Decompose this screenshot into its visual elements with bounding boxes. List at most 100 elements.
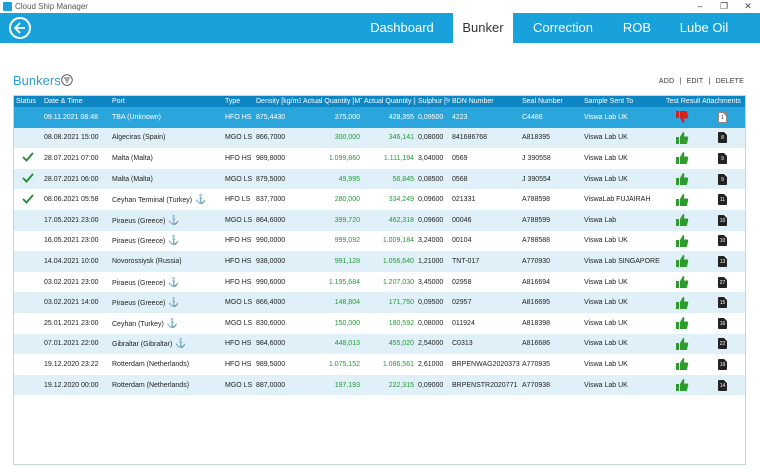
- bdn-cell: 0569: [452, 154, 468, 162]
- date-cell: 03.02.2021 23:00: [44, 278, 99, 286]
- tab-lube-oil[interactable]: Lube Oil: [679, 20, 729, 35]
- seal-cell: A788588: [522, 237, 551, 245]
- qty-mt-cell: 1.075,152: [328, 360, 360, 368]
- column-header[interactable]: Date & Time: [44, 98, 83, 105]
- tab-rob[interactable]: ROB: [622, 20, 652, 35]
- sample-cell: Viswa Lab UK: [584, 113, 628, 121]
- filter-icon[interactable]: [61, 74, 73, 86]
- minimize-icon[interactable]: –: [697, 1, 703, 11]
- density-cell: 866,4000: [256, 299, 286, 307]
- table-row[interactable]: 03.02.2021 23:00 Piraeus (Greece) ⚓ HFO HS 9…: [14, 271, 745, 293]
- thumbs-up-icon[interactable]: [675, 254, 689, 268]
- bdn-cell: 011924: [452, 319, 475, 327]
- thumbs-up-icon[interactable]: [675, 357, 689, 371]
- qty-m3-cell: 171,750: [388, 299, 414, 307]
- thumbs-up-icon[interactable]: [675, 151, 689, 165]
- table-row[interactable]: 07.01.2021 22:00 Gibraltar (Gibraltar) ⚓ HF…: [14, 333, 745, 355]
- document-icon[interactable]: 13: [718, 255, 727, 267]
- table-row[interactable]: 14.04.2021 10:00 Novorossiysk (Russia) HFO…: [14, 251, 745, 272]
- thumbs-up-icon[interactable]: [675, 337, 689, 351]
- table-row[interactable]: 28.07.2021 07:00 Malta (Malta) HFO HS 989,8…: [14, 148, 745, 169]
- thumbs-up-icon[interactable]: [675, 193, 689, 207]
- status-cell: [14, 251, 42, 272]
- add-button[interactable]: ADD: [658, 78, 675, 85]
- table-row[interactable]: 19.12.2020 23:22 Rotterdam (Netherlands) H…: [14, 354, 745, 375]
- column-header[interactable]: Sample Sent To: [584, 98, 634, 105]
- document-icon[interactable]: 27: [718, 276, 727, 288]
- document-icon[interactable]: 16: [718, 317, 727, 329]
- type-cell: HFO HS: [225, 154, 252, 162]
- table-row[interactable]: 09.11.2021 08:48 TBA (Unknown) HFO HS 875,4…: [14, 107, 745, 128]
- table-row[interactable]: 17.05.2021 23:00 Piraeus (Greece) ⚓ MGO LS 8…: [14, 209, 745, 231]
- qty-mt-cell: 280,000: [334, 196, 360, 204]
- date-cell: 03.02.2021 14:00: [44, 299, 99, 307]
- table-row[interactable]: 08.08.2021 15:00 Algeciras (Spain) MGO LS 8…: [14, 127, 745, 149]
- column-header[interactable]: Sulphur [%]: [418, 98, 450, 105]
- table-row[interactable]: 16.05.2021 23:00 Piraeus (Greece) ⚓ HFO HS 9…: [14, 230, 745, 252]
- thumbs-up-icon[interactable]: [675, 131, 689, 145]
- type-cell: HFO HS: [225, 340, 252, 348]
- thumbs-up-icon[interactable]: [675, 213, 689, 227]
- edit-button[interactable]: EDIT: [686, 78, 704, 85]
- column-header[interactable]: BDN Number: [452, 98, 494, 105]
- anchor-icon: ⚓: [175, 338, 187, 349]
- top-navigation-bar: Dashboard Bunker Correction ROB Lube Oil: [0, 13, 760, 43]
- column-header[interactable]: Actual Quantity [MT]: [303, 98, 362, 105]
- sulphur-cell: 0,09600: [418, 216, 444, 224]
- thumbs-up-icon[interactable]: [675, 172, 689, 186]
- document-icon[interactable]: 10: [718, 214, 727, 226]
- document-icon[interactable]: 22: [718, 338, 727, 350]
- table-row[interactable]: 08.06.2021 05:58 Ceyhan Terminal (Turkey)…: [14, 189, 745, 210]
- type-cell: HFO HS: [225, 360, 252, 368]
- document-icon[interactable]: 14: [718, 379, 727, 391]
- tab-correction[interactable]: Correction: [533, 20, 593, 35]
- document-icon[interactable]: 8: [718, 132, 727, 144]
- thumbs-down-icon[interactable]: [675, 110, 689, 124]
- thumbs-up-icon[interactable]: [675, 316, 689, 330]
- column-header[interactable]: Density [kg/m3]: [256, 98, 301, 105]
- tab-dashboard[interactable]: Dashboard: [370, 20, 434, 35]
- column-header[interactable]: Type: [225, 98, 241, 105]
- thumbs-up-icon[interactable]: [675, 378, 689, 392]
- thumbs-up-icon[interactable]: [675, 275, 689, 289]
- qty-mt-cell: 375,000: [334, 113, 360, 121]
- date-cell: 28.07.2021 06:00: [44, 175, 99, 183]
- column-header[interactable]: Seal Number: [522, 98, 563, 105]
- column-header[interactable]: Port: [112, 98, 125, 105]
- port-cell: Rotterdam (Netherlands): [110, 375, 223, 396]
- anchor-icon: ⚓: [195, 194, 207, 205]
- table-row[interactable]: 28.07.2021 06:00 Malta (Malta) MGO LS 879,5…: [14, 168, 745, 190]
- qty-m3-cell: 346,141: [388, 134, 414, 142]
- document-icon[interactable]: 9: [718, 152, 727, 164]
- document-icon[interactable]: 11: [718, 194, 727, 206]
- sulphur-cell: 1,21000: [418, 257, 444, 265]
- close-icon[interactable]: ✕: [744, 1, 752, 11]
- tab-bunker[interactable]: Bunker: [453, 13, 513, 43]
- document-icon[interactable]: 10: [718, 235, 727, 247]
- thumbs-up-icon[interactable]: [675, 296, 689, 310]
- delete-button[interactable]: DELETE: [715, 78, 744, 85]
- column-header[interactable]: Actual Quantity [m³]: [364, 98, 416, 105]
- seal-cell: A788598: [522, 196, 551, 204]
- sample-cell: Viswa Lab UK: [584, 134, 628, 142]
- window-title: Cloud Ship Manager: [15, 2, 88, 11]
- thumbs-up-icon[interactable]: [675, 234, 689, 248]
- document-icon[interactable]: 15: [718, 297, 727, 309]
- restore-icon[interactable]: ❐: [719, 1, 729, 11]
- qty-mt-cell: 49,995: [338, 175, 360, 183]
- port-name: Malta (Malta): [112, 175, 153, 183]
- column-header[interactable]: Test Result: [666, 98, 700, 105]
- table-row[interactable]: 25.01.2021 23:00 Ceyhan (Turkey) ⚓ MGO LS 83…: [14, 312, 745, 334]
- column-header[interactable]: Status: [16, 98, 36, 105]
- port-name: Rotterdam (Netherlands): [112, 381, 190, 389]
- back-button[interactable]: [9, 17, 31, 39]
- attachments-cell: 27: [700, 272, 745, 293]
- table-row[interactable]: 03.02.2021 14:00 Piraeus (Greece) ⚓ MGO LS 8…: [14, 292, 745, 313]
- check-icon: [22, 173, 34, 183]
- document-icon[interactable]: 1: [718, 111, 727, 123]
- table-row[interactable]: 19.12.2020 00:00 Rotterdam (Netherlands) M…: [14, 374, 745, 396]
- qty-m3-cell: 1.086,561: [382, 360, 414, 368]
- document-icon[interactable]: 9: [718, 173, 727, 185]
- column-header[interactable]: Attachments: [702, 98, 741, 105]
- document-icon[interactable]: 19: [718, 358, 727, 370]
